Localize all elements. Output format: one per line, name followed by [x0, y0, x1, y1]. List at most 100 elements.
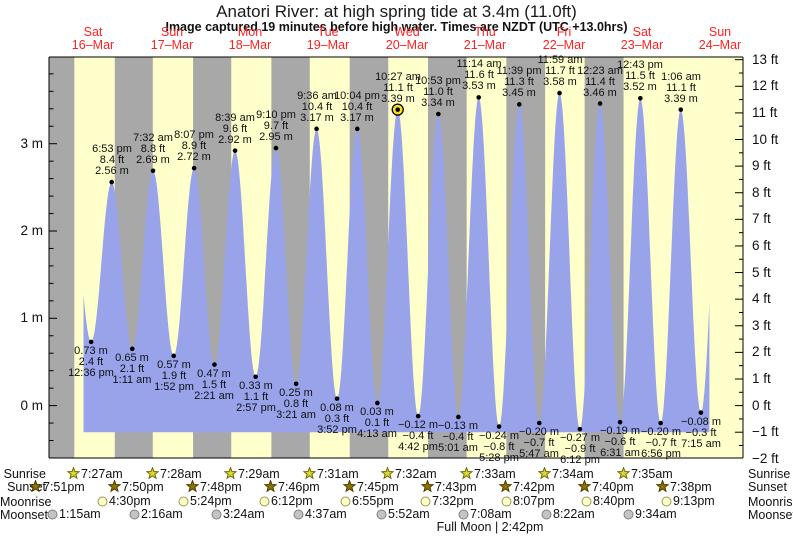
moonset-icon: [129, 509, 140, 519]
row-label-left-moonrise: Moonrise: [0, 495, 52, 509]
moonrise-time: 4:30pm: [109, 494, 151, 508]
moonset-entry: 8:22am: [541, 508, 595, 520]
moonset-entry: 5:52am: [376, 508, 430, 520]
day-date-label: 21–Mar: [463, 38, 507, 52]
y-axis-right-label: 13 ft: [752, 52, 779, 67]
moonset-time: 8:22am: [553, 507, 595, 521]
day-date-label: 24–Mar: [698, 38, 742, 52]
y-axis-right-label: 5 ft: [752, 265, 771, 280]
sunset-entry: 7:42pm: [499, 480, 555, 493]
tide-dots: [88, 90, 704, 432]
y-axis-right-label: 2 ft: [752, 344, 771, 359]
sunset-entry: 7:40pm: [578, 480, 634, 493]
sunrise-icon: [617, 467, 630, 480]
sunrise-entry: 7:27am: [67, 467, 123, 480]
y-axis-right-label: −2 ft: [752, 451, 779, 466]
row-label-right-sunset: Sunset: [748, 480, 787, 494]
tide-high-label: 12:23 am 11.4 ft 3.46 m: [577, 65, 623, 99]
tide-high-label: 8:39 am 9.6 ft 2.92 m: [215, 112, 255, 146]
y-axis-right-label: 4 ft: [752, 291, 771, 306]
y-axis-right-label: −1 ft: [752, 424, 779, 439]
tide-low-label: 0.33 m 1.1 ft 2:57 pm: [236, 380, 276, 414]
row-label-left-moonset: Moonset: [0, 508, 48, 522]
day-name-label: Tue: [317, 25, 339, 39]
y-axis-right-label: 9 ft: [752, 158, 771, 173]
sunrise-icon: [224, 467, 237, 480]
moonrise-icon: [501, 496, 512, 506]
y-axis-right-label: 10 ft: [752, 132, 779, 147]
moonset-entry: 2:16am: [129, 508, 183, 520]
tide-high-label: 11:14 am 11.6 ft 3.53 m: [456, 58, 502, 92]
sunrise-icon: [146, 467, 159, 480]
moonset-entry: 9:34am: [623, 508, 677, 520]
moonrise-icon: [420, 496, 431, 506]
y-axis-left-label: 0 m: [20, 398, 43, 413]
sunrise-entry: 7:29am: [224, 467, 280, 480]
day-date-label: 17–Mar: [150, 38, 194, 52]
sunset-time: 7:38pm: [670, 479, 712, 494]
moonrise-entry: 9:13pm: [661, 495, 715, 507]
chart-title: Anatori River: at high spring tide at 3.…: [216, 2, 577, 21]
y-axis-left-label: 1 m: [20, 310, 43, 325]
sunset-entry: 7:38pm: [656, 480, 712, 493]
sunset-time: 7:45pm: [357, 479, 399, 494]
sunrise-time: 7:29am: [238, 466, 280, 481]
moonset-icon: [376, 509, 387, 519]
sunrise-icon: [381, 467, 394, 480]
moonrise-time: 7:32pm: [432, 494, 474, 508]
moonrise-icon: [97, 496, 108, 506]
tide-high-label: 1:06 am 11.1 ft 3.39 m: [661, 71, 701, 105]
sunset-icon: [186, 480, 199, 493]
sunset-icon: [29, 480, 42, 493]
tide-high-label: 9:10 pm 9.7 ft 2.95 m: [256, 109, 296, 143]
sunrise-entry: 7:35am: [617, 467, 673, 480]
moonset-entry: 1:15am: [47, 508, 101, 520]
moonset-time: 1:15am: [59, 507, 101, 521]
moonset-icon: [293, 509, 304, 519]
tide-area: [83, 93, 710, 433]
day-date-label: 19–Mar: [306, 38, 350, 52]
sunset-icon: [421, 480, 434, 493]
moonset-icon: [541, 509, 552, 519]
day-name-label: Thu: [474, 25, 496, 39]
sunrise-icon: [460, 467, 473, 480]
sunset-time: 7:48pm: [200, 479, 242, 494]
sunset-icon: [499, 480, 512, 493]
moonset-icon: [458, 509, 469, 519]
sunrise-icon: [303, 467, 316, 480]
tide-high-label: 8:07 pm 8.9 ft 2.72 m: [174, 129, 214, 163]
sunrise-entry: 7:32am: [381, 467, 437, 480]
y-axis-right-label: 0 ft: [752, 398, 771, 413]
sunset-icon: [264, 480, 277, 493]
sunrise-time: 7:34am: [552, 466, 594, 481]
day-date-label: 22–Mar: [542, 38, 586, 52]
sunset-icon: [108, 480, 121, 493]
tide-low-label: 0.65 m 2.1 ft 1:11 am: [112, 352, 152, 386]
moonrise-icon: [259, 496, 270, 506]
row-label-right-moonrise: Moonrise: [748, 495, 793, 509]
day-name-label: Mon: [237, 25, 263, 39]
moonset-time: 7:08am: [470, 507, 512, 521]
tide-high-label: 6:53 pm 8.4 ft 2.56 m: [92, 143, 132, 177]
day-name-label: Wed: [394, 25, 420, 39]
sunset-entry: 7:45pm: [343, 480, 399, 493]
chart-subtitle: Image captured 19 minutes before high wa…: [165, 20, 628, 34]
sunset-icon: [343, 480, 356, 493]
sunrise-time: 7:31am: [317, 466, 359, 481]
y-axis-left-label: 3 m: [20, 136, 43, 151]
tide-high-label: 9:36 am 10.4 ft 3.17 m: [297, 90, 337, 124]
day-name-label: Sun: [160, 25, 184, 39]
moonset-time: 3:24am: [223, 507, 265, 521]
tide-low-label: 0.73 m 2.4 ft 12:36 pm: [68, 345, 114, 379]
moonset-time: 2:16am: [141, 507, 183, 521]
tide-high-label: 12:43 pm 11.5 ft 3.52 m: [617, 59, 663, 93]
day-name-label: Sat: [632, 25, 652, 39]
tide-low-label: −0.20 m −0.7 ft 5:47 am: [518, 426, 560, 460]
moonset-entry: 7:08am: [458, 508, 512, 520]
y-axis-right-label: 7 ft: [752, 211, 771, 226]
tide-high-label: 10:27 am 11.1 ft 3.39 m: [375, 71, 421, 105]
day-date-label: 23–Mar: [620, 38, 664, 52]
tide-low-label: −0.13 m −0.4 ft 5:01 am: [437, 420, 479, 454]
sunrise-time: 7:28am: [160, 466, 202, 481]
